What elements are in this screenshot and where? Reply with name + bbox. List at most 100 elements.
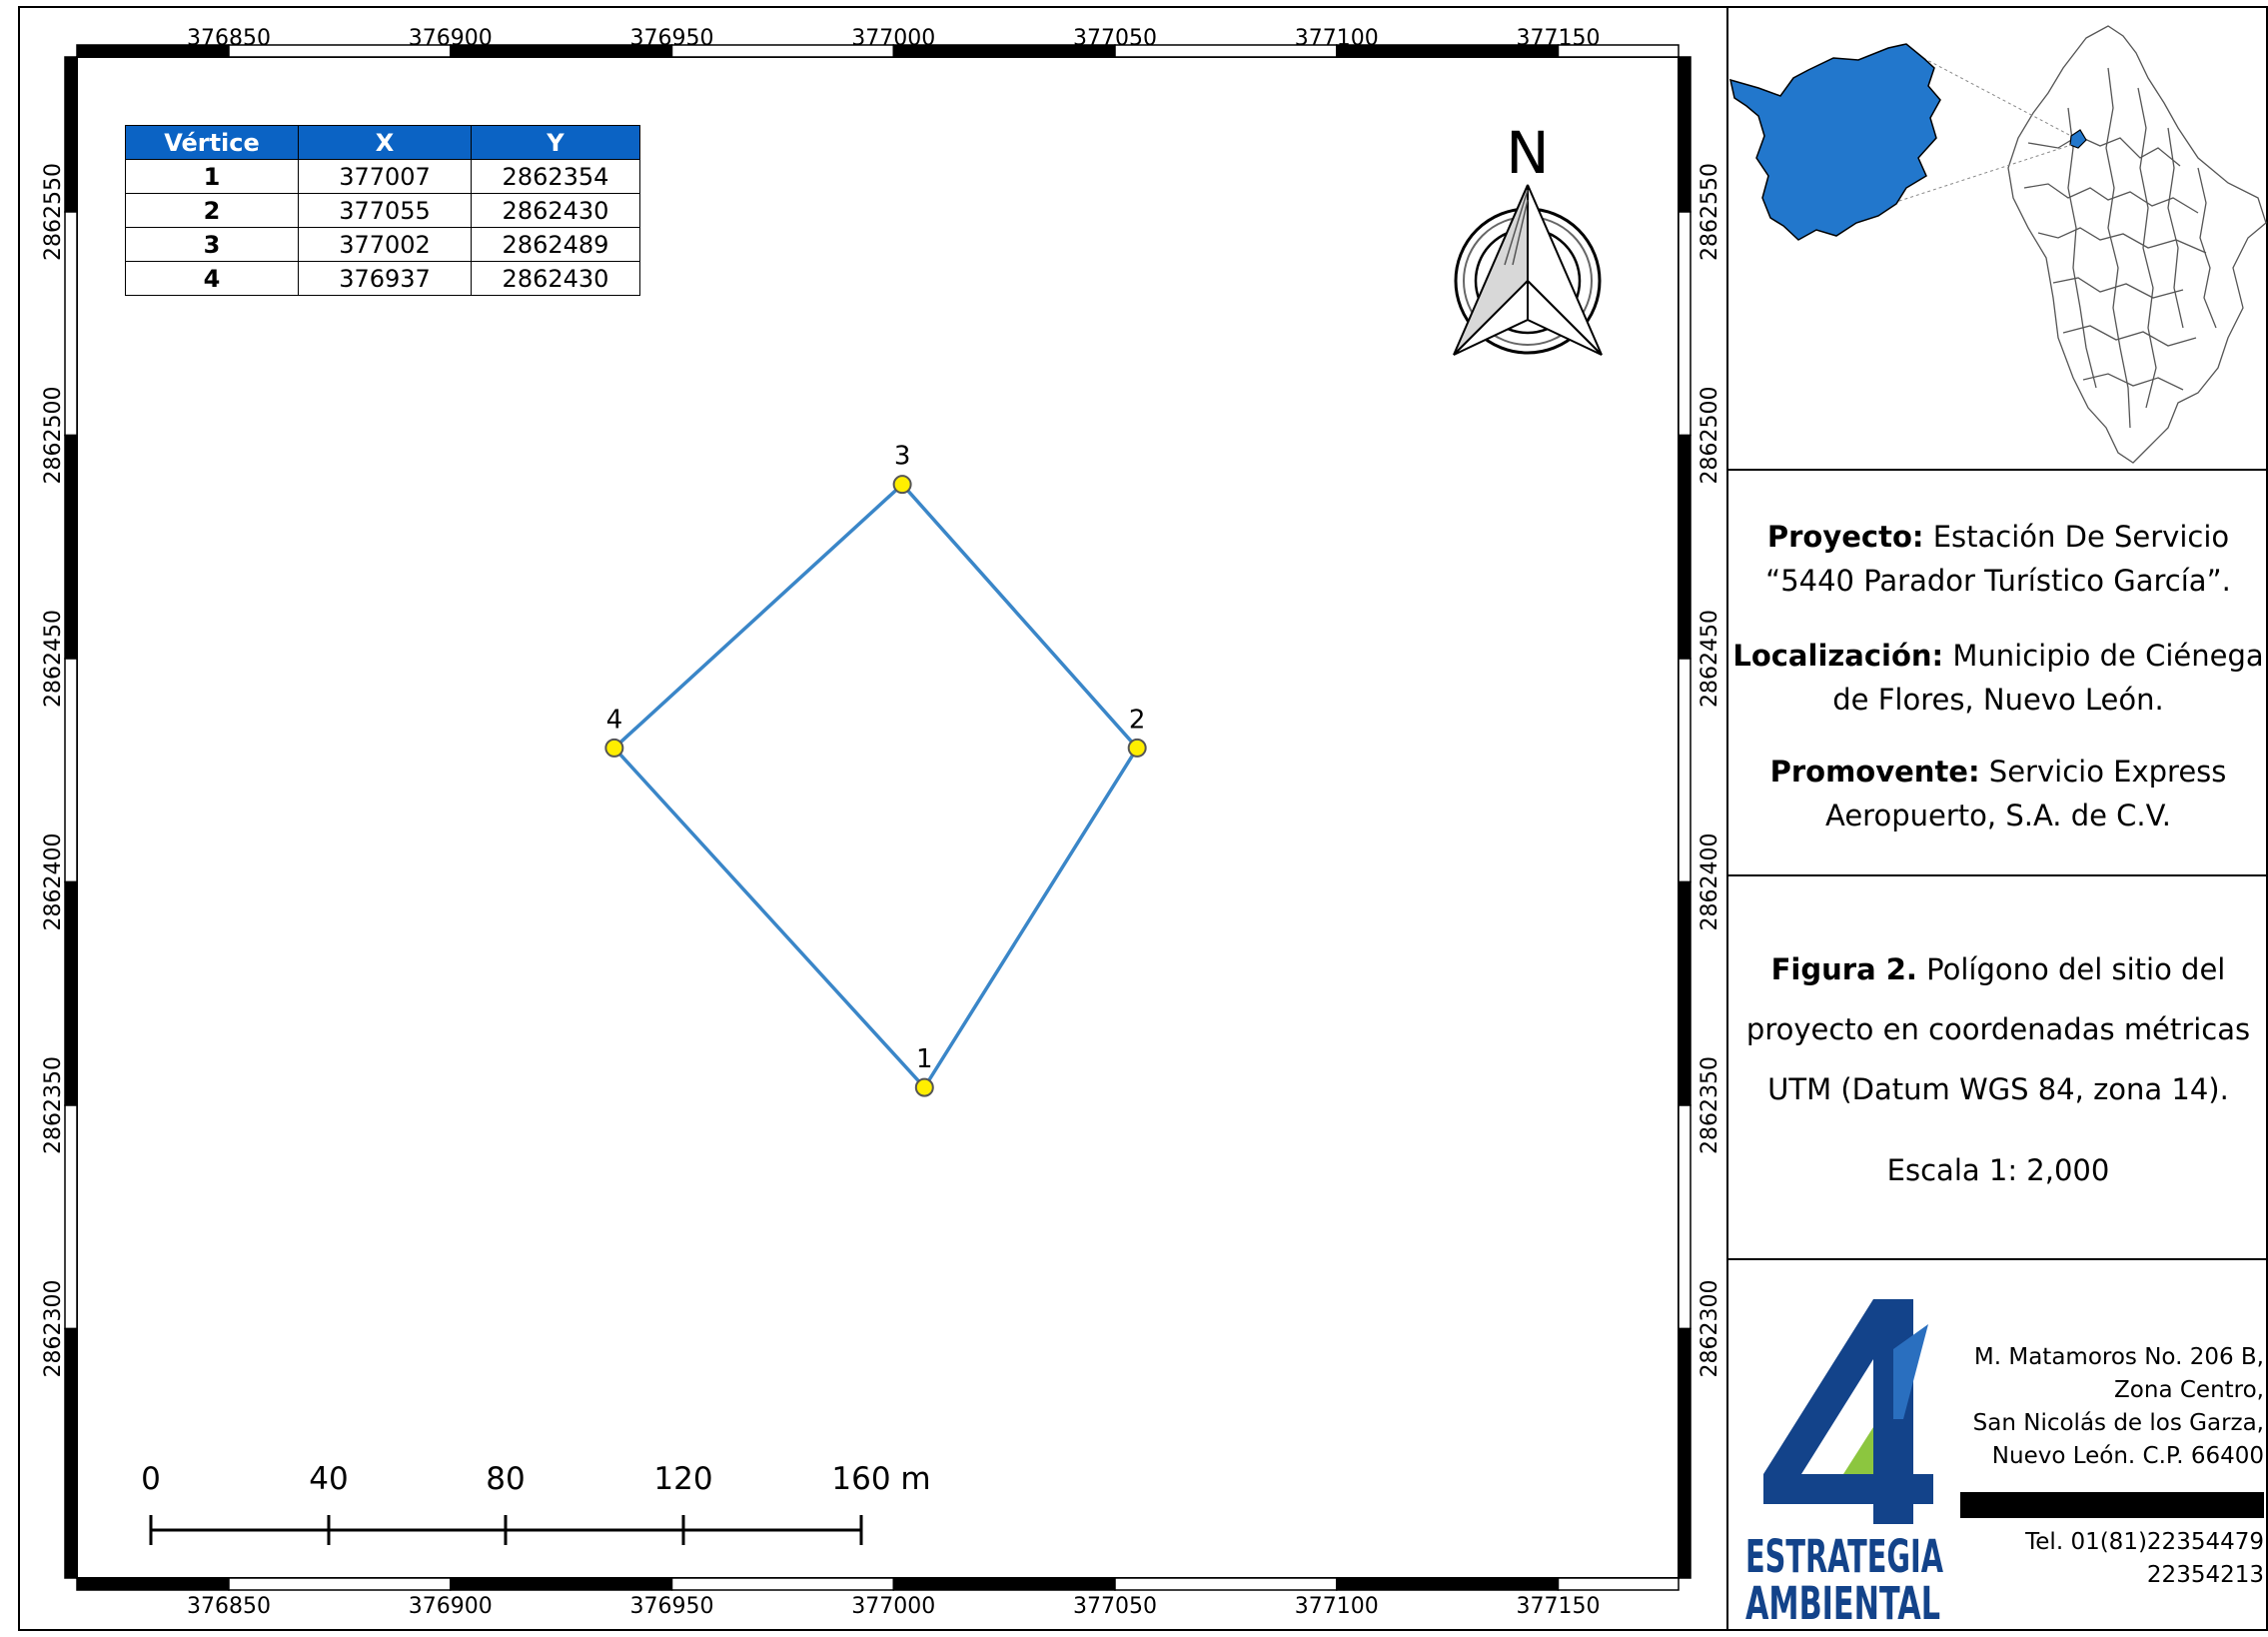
vertex-label: 2 — [1129, 705, 1146, 735]
y-tick-label: 2862300 — [41, 1280, 66, 1378]
scale-text: Escala 1: 2,000 — [1886, 1153, 2110, 1187]
figura-label: Figura 2. — [1770, 952, 1917, 986]
table-cell: 2862430 — [471, 261, 640, 296]
y-tick-label: 2862350 — [1698, 1056, 1722, 1154]
x-tick-label: 376900 — [409, 26, 493, 51]
vertex-label: 4 — [606, 705, 623, 735]
site-polygon — [611, 482, 1140, 1090]
frame-bar-bottom — [1557, 1577, 1680, 1591]
y-tick-label: 2862350 — [41, 1056, 66, 1154]
y-tick-label: 2862300 — [1698, 1280, 1722, 1378]
y-tick-label: 2862550 — [41, 163, 66, 261]
table-row: 4 376937 2862430 — [125, 261, 640, 296]
table-cell: 2 — [125, 193, 299, 228]
x-tick-label: 376950 — [630, 26, 714, 51]
address-line-4: Nuevo León. C.P. 66400 — [1991, 1443, 2264, 1469]
x-tick-label: 376900 — [409, 1594, 493, 1619]
x-tick-label: 376950 — [630, 1594, 714, 1619]
table-row: 2 377055 2862430 — [125, 193, 640, 228]
map-frame-bars — [64, 44, 1692, 1591]
frame-bar-bottom — [892, 1577, 1116, 1591]
frame-bar-top — [1557, 44, 1680, 58]
company-logo: ESTRATEGIA AMBIENTAL — [1745, 1299, 1943, 1629]
panel-rule-3 — [1726, 1258, 2268, 1260]
table-cell: 377007 — [298, 159, 472, 194]
vertex-label: 1 — [916, 1044, 933, 1074]
x-tick-label: 377100 — [1295, 1594, 1379, 1619]
frame-bar-bottom — [76, 1577, 230, 1591]
state-municipalities-outline — [2007, 25, 2267, 464]
table-cell: 2862430 — [471, 193, 640, 228]
frame-bar-left — [64, 211, 78, 437]
logo-text-2: AMBIENTAL — [1745, 1577, 1940, 1629]
vertex-layer: 1 2 3 4 — [604, 442, 1147, 1097]
scale-label-40: 40 — [309, 1461, 348, 1497]
y-tick-label: 2862550 — [1698, 163, 1722, 261]
frame-bar-left — [64, 880, 78, 1106]
x-tick-labels-bottom: 376850 376900 376950 377000 377050 377100 3771… — [187, 1594, 1600, 1619]
x-tick-label: 377050 — [1073, 1594, 1157, 1619]
vertex-point — [1127, 738, 1147, 758]
vertex-point — [914, 1077, 934, 1097]
promoter-info: Promovente: Servicio Express Aeropuerto,… — [1728, 750, 2268, 837]
vertex-table: Vértice X Y 1 377007 2862354 2 377055 28… — [125, 125, 640, 296]
project-info: Proyecto: Estación De Servicio “5440 Par… — [1728, 515, 2268, 603]
x-tick-label: 377150 — [1517, 1594, 1601, 1619]
table-cell: 2862354 — [471, 159, 640, 194]
phone-line-2: 22354213 — [2146, 1562, 2264, 1588]
figure-caption: Figura 2. Polígono del sitio del proyect… — [1728, 939, 2268, 1119]
frame-bar-right — [1678, 56, 1692, 213]
promovente-label: Promovente: — [1769, 755, 1980, 789]
x-tick-label: 377050 — [1073, 26, 1157, 51]
north-arrow: N — [1453, 119, 1603, 356]
x-tick-label: 377150 — [1517, 26, 1601, 51]
scale-label-160: 160 m — [831, 1461, 930, 1497]
col-header-y: Y — [471, 125, 640, 160]
frame-bar-right — [1678, 658, 1692, 883]
y-tick-label: 2862450 — [1698, 610, 1722, 708]
figura-text-2: proyecto en coordenadas métricas — [1745, 1012, 2251, 1046]
address-line-2: Zona Centro, — [2114, 1377, 2264, 1403]
frame-bar-bottom — [670, 1577, 894, 1591]
table-cell: 2862489 — [471, 227, 640, 262]
proyecto-label: Proyecto: — [1766, 520, 1924, 554]
localizacion-text-2: de Flores, Nuevo León. — [1832, 683, 2164, 717]
y-tick-labels-right: 2862550 2862500 2862450 2862400 2862350 28623… — [1698, 163, 1722, 1377]
address-line-3: San Nicolás de los Garza, — [1972, 1410, 2264, 1436]
y-tick-label: 2862400 — [41, 833, 66, 931]
localizacion-label: Localización: — [1732, 639, 1944, 673]
y-tick-label: 2862500 — [41, 387, 66, 485]
scale-label-120: 120 — [653, 1461, 712, 1497]
vertex-point — [604, 738, 624, 758]
proyecto-text-1: Estación De Servicio — [1932, 520, 2230, 554]
phone-block: Tel. 01(81)22354479 22354213 — [1948, 1526, 2264, 1592]
scale-bar: 0 40 80 120 160 m — [141, 1461, 931, 1545]
frame-bar-right — [1678, 211, 1692, 437]
municipality-highlight — [1728, 43, 1941, 241]
figura-text-3: UTM (Datum WGS 84, zona 14). — [1767, 1072, 2229, 1106]
frame-bar-bottom — [1336, 1577, 1560, 1591]
frame-bar-left — [64, 1327, 78, 1579]
col-header-x: X — [298, 125, 472, 160]
table-cell: 1 — [125, 159, 299, 194]
table-cell: 377002 — [298, 227, 472, 262]
figura-text-1: Polígono del sitio del — [1926, 952, 2226, 986]
frame-bar-right — [1678, 1327, 1692, 1579]
scale-label-80: 80 — [486, 1461, 525, 1497]
y-tick-label: 2862450 — [41, 610, 66, 708]
y-tick-label: 2862500 — [1698, 387, 1722, 485]
address-line-1: M. Matamoros No. 206 B, — [1973, 1344, 2264, 1370]
x-tick-label: 376850 — [187, 26, 271, 51]
x-tick-label: 377000 — [851, 1594, 935, 1619]
frame-bar-right — [1678, 434, 1692, 660]
frame-bar-right — [1678, 1104, 1692, 1330]
frame-bar-bottom — [228, 1577, 452, 1591]
proyecto-text-2: “5440 Parador Turístico García”. — [1765, 564, 2231, 598]
x-tick-label: 377100 — [1295, 26, 1379, 51]
map-canvas: 376850 376900 376950 377000 377050 377100 3771… — [41, 26, 1722, 1619]
frame-bar-right — [1678, 880, 1692, 1106]
frame-bar-left — [64, 1104, 78, 1330]
phone-line-1: Tel. 01(81)22354479 — [2025, 1529, 2264, 1555]
scale-label-0: 0 — [141, 1461, 161, 1497]
frame-bar-bottom — [450, 1577, 673, 1591]
